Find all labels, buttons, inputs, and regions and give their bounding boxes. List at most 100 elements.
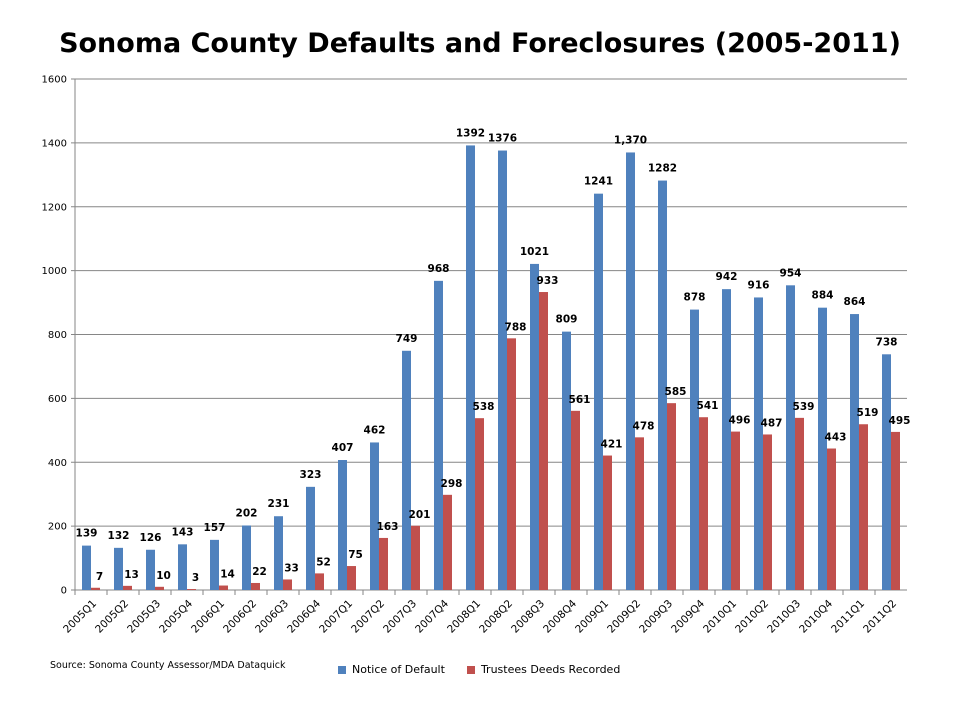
x-tick-label: 2006Q2 <box>221 598 259 636</box>
x-tick-label: 2006Q3 <box>253 598 291 636</box>
bar-notice-of-default <box>690 309 699 590</box>
data-label: 541 <box>697 400 719 412</box>
x-tick-label: 2008Q1 <box>445 598 483 636</box>
x-tick-label: 2009Q1 <box>573 598 611 636</box>
data-label: 231 <box>268 498 290 510</box>
data-label: 478 <box>633 420 655 432</box>
y-tick-label: 1600 <box>42 75 67 86</box>
bar-trustees-deeds <box>187 589 196 590</box>
x-tick-label: 2005Q2 <box>93 598 131 636</box>
data-label: 52 <box>316 556 331 568</box>
data-label: 585 <box>665 386 687 398</box>
y-tick-label: 200 <box>48 522 67 533</box>
data-label: 75 <box>348 549 363 561</box>
x-tick-label: 2007Q3 <box>381 598 419 636</box>
bar-notice-of-default <box>114 547 123 590</box>
bar-notice-of-default <box>498 150 507 591</box>
bar-trustees-deeds <box>123 585 132 590</box>
bar-notice-of-default <box>274 516 283 590</box>
bar-trustees-deeds <box>251 582 260 590</box>
bar-trustees-deeds <box>379 537 388 590</box>
data-label: 1241 <box>584 176 613 188</box>
data-label: 1021 <box>520 246 549 258</box>
bar-notice-of-default <box>210 539 219 590</box>
bar-trustees-deeds <box>763 434 772 590</box>
data-label: 1,370 <box>614 134 647 146</box>
y-tick-label: 1000 <box>42 266 67 277</box>
x-tick-label: 2008Q2 <box>477 598 515 636</box>
data-label: 968 <box>428 263 450 275</box>
x-tick-label: 2010Q1 <box>701 598 739 636</box>
x-tick-label: 2007Q1 <box>317 598 355 636</box>
x-tick-label: 2005Q3 <box>125 598 163 636</box>
data-label: 495 <box>889 415 911 427</box>
bar-trustees-deeds <box>411 525 420 590</box>
data-label: 561 <box>569 394 591 406</box>
data-label: 298 <box>441 478 463 490</box>
data-label: 132 <box>108 530 130 542</box>
x-tick-label: 2006Q4 <box>285 597 323 635</box>
data-label: 143 <box>172 526 194 538</box>
bar-notice-of-default <box>242 525 251 590</box>
bar-trustees-deeds <box>571 410 580 590</box>
bar-notice-of-default <box>82 545 91 590</box>
bar-trustees-deeds <box>347 566 356 590</box>
data-label: 942 <box>716 271 738 283</box>
data-label: 323 <box>300 469 322 481</box>
bar-notice-of-default <box>402 350 411 590</box>
bar-trustees-deeds <box>859 424 868 590</box>
bar-notice-of-default <box>594 193 603 590</box>
data-label: 13 <box>124 569 139 581</box>
data-label: 201 <box>409 509 431 521</box>
bar-trustees-deeds <box>475 418 484 590</box>
data-label: 163 <box>377 521 399 533</box>
bar-notice-of-default <box>146 549 155 590</box>
bar-notice-of-default <box>786 285 795 590</box>
bar-trustees-deeds <box>315 573 324 590</box>
bar-notice-of-default <box>562 331 571 590</box>
data-label: 443 <box>825 432 847 444</box>
bar-trustees-deeds <box>603 455 612 590</box>
data-label: 3 <box>192 572 199 584</box>
y-tick-label: 800 <box>48 330 67 341</box>
legend-item-notice-of-default: Notice of Default <box>338 663 445 676</box>
data-label: 22 <box>252 566 267 578</box>
data-label: 496 <box>729 415 751 427</box>
data-label: 916 <box>748 279 770 291</box>
data-label: 7 <box>96 571 103 583</box>
data-label: 864 <box>844 296 866 308</box>
bar-notice-of-default <box>658 180 667 590</box>
bar-trustees-deeds <box>539 292 548 590</box>
bar-notice-of-default <box>626 152 635 591</box>
bar-trustees-deeds <box>667 403 676 590</box>
bar-notice-of-default <box>178 544 187 590</box>
data-label: 538 <box>473 401 495 413</box>
data-label: 788 <box>505 321 527 333</box>
y-tick-label: 1200 <box>42 202 67 213</box>
bar-notice-of-default <box>338 460 347 590</box>
x-tick-label: 2011Q2 <box>861 598 899 636</box>
y-tick-label: 400 <box>48 458 67 469</box>
data-label: 10 <box>156 570 171 582</box>
data-label: 1282 <box>648 163 677 175</box>
bar-notice-of-default <box>434 280 443 590</box>
data-label: 809 <box>556 314 578 326</box>
legend-swatch <box>466 665 475 674</box>
data-label: 126 <box>140 532 162 544</box>
x-tick-label: 2010Q2 <box>733 598 771 636</box>
legend-swatch <box>338 665 346 674</box>
bar-notice-of-default <box>818 307 827 590</box>
bar-trustees-deeds <box>731 431 740 590</box>
bar-notice-of-default <box>466 145 475 590</box>
bar-notice-of-default <box>754 297 763 590</box>
bar-trustees-deeds <box>91 587 100 590</box>
bar-trustees-deeds <box>891 431 900 590</box>
x-tick-label: 2009Q4 <box>669 597 707 635</box>
legend: Notice of Default Trustees Deeds Recorde… <box>338 663 620 676</box>
x-tick-label: 2008Q4 <box>541 597 579 635</box>
bar-notice-of-default <box>722 289 731 590</box>
bar-trustees-deeds <box>699 417 708 590</box>
data-label: 749 <box>396 333 418 345</box>
